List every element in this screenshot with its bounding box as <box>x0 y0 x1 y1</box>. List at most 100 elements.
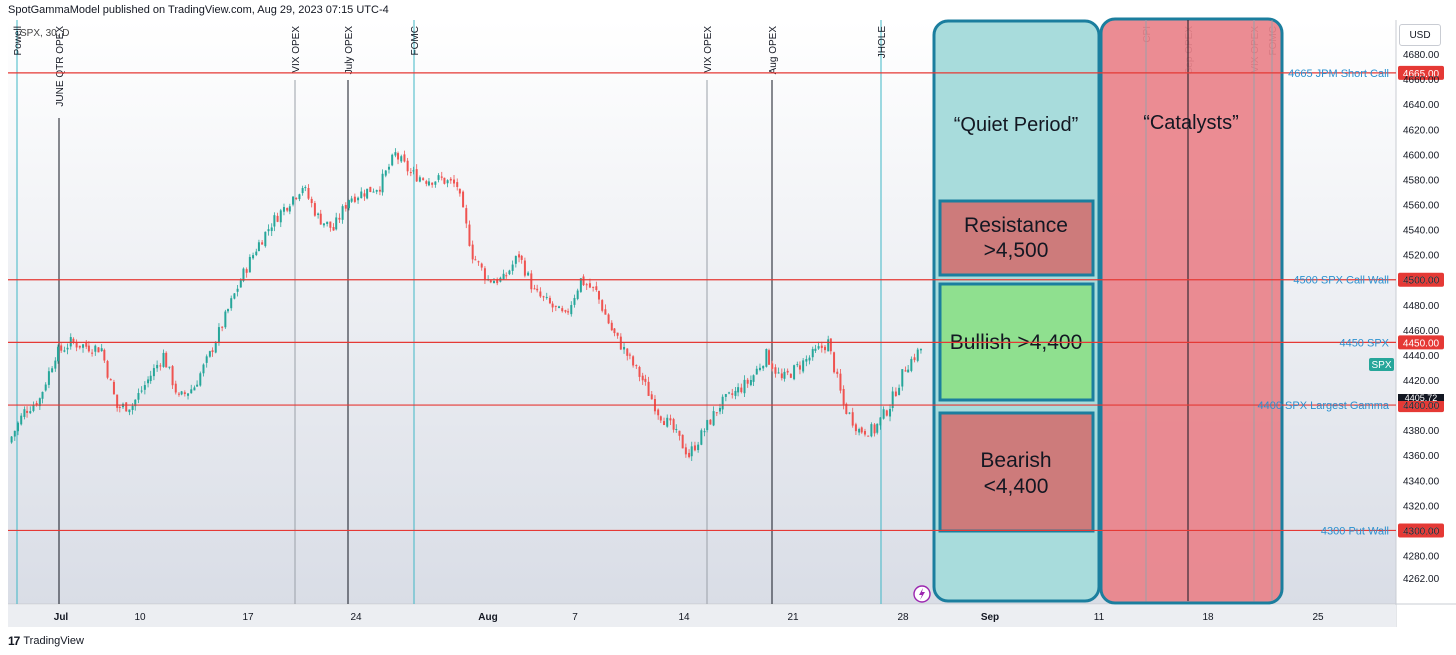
candle-body <box>657 409 660 416</box>
level-price-badge-text: 4300.00 <box>1403 526 1440 537</box>
candle-body <box>626 348 629 356</box>
candle-body <box>752 375 755 382</box>
candle-body <box>666 417 669 427</box>
candle-body <box>523 260 526 276</box>
candle-body <box>317 213 320 215</box>
candle-body <box>109 379 112 381</box>
candle-body <box>26 410 29 413</box>
candle-body <box>858 428 861 433</box>
candle-body <box>440 176 443 178</box>
candle-body <box>443 177 446 184</box>
candle-body <box>29 411 32 414</box>
y-tick-label: 4600.00 <box>1403 150 1440 161</box>
candle-body <box>635 365 638 367</box>
candle-body <box>527 272 530 276</box>
candle-body <box>709 419 712 425</box>
candle-body <box>205 356 208 363</box>
candle-body <box>257 242 260 251</box>
candle-body <box>20 415 23 425</box>
candle-body <box>245 269 248 273</box>
candle-body <box>32 404 35 411</box>
candle-body <box>545 296 548 298</box>
x-tick-label: Aug <box>478 612 497 623</box>
y-tick-label: 4420.00 <box>1403 376 1440 387</box>
level-label: 4665 JPM Short Call <box>1288 68 1389 80</box>
candle-body <box>820 345 823 348</box>
candle-body <box>369 186 372 193</box>
candle-body <box>477 261 480 263</box>
candle-body <box>836 371 839 374</box>
candle-body <box>103 349 106 361</box>
candle-body <box>279 210 282 223</box>
candle-body <box>808 357 811 361</box>
y-tick-label: 4380.00 <box>1403 426 1440 437</box>
candle-body <box>437 175 440 180</box>
candle-body <box>910 358 913 371</box>
candle-body <box>514 255 517 264</box>
candle-body <box>724 394 727 397</box>
y-tick-label: 4540.00 <box>1403 226 1440 237</box>
candle-body <box>610 322 613 331</box>
candle-body <box>360 191 363 199</box>
candle-body <box>187 393 190 396</box>
level-price-badge-text: 4500.00 <box>1403 276 1440 287</box>
candle-body <box>180 391 183 395</box>
candle-body <box>731 393 734 395</box>
candle-body <box>51 368 54 373</box>
candle-body <box>894 391 897 396</box>
candle-body <box>758 367 761 370</box>
y-tick-label: 4620.00 <box>1403 125 1440 136</box>
level-price-badge <box>1398 65 1444 80</box>
candle-body <box>453 179 456 184</box>
candle-body <box>604 309 607 315</box>
candle-body <box>851 412 854 426</box>
candle-body <box>829 338 832 352</box>
candle-body <box>162 352 165 367</box>
y-tick-label: 4300.00 <box>1403 526 1440 537</box>
candle-body <box>335 217 338 230</box>
candle-body <box>394 152 397 156</box>
candle-body <box>675 429 678 431</box>
candle-body <box>292 196 295 205</box>
x-tick-label: 18 <box>1202 612 1214 623</box>
candle-body <box>823 346 826 351</box>
footer: 17 TradingView <box>8 634 84 648</box>
candle-body <box>106 361 109 378</box>
candle-body <box>304 187 307 189</box>
candle-body <box>85 342 88 347</box>
lightning-bolt-icon <box>919 588 925 600</box>
candle-body <box>672 419 675 430</box>
candle-body <box>143 385 146 390</box>
candle-body <box>112 381 115 395</box>
currency-button[interactable]: USD <box>1399 24 1441 46</box>
candle-body <box>793 365 796 380</box>
candle-body <box>236 288 239 292</box>
level-label: 4400 SPX Largest Gamma <box>1258 400 1390 412</box>
candle-body <box>409 172 412 174</box>
candle-body <box>789 373 792 378</box>
y-tick-label: 4580.00 <box>1403 175 1440 186</box>
resistance-box-text: Resistance <box>964 214 1068 237</box>
candle-body <box>814 348 817 351</box>
candle-body <box>827 339 830 352</box>
candle-body <box>338 217 341 220</box>
candle-body <box>326 221 329 225</box>
candlestick-series <box>10 148 922 462</box>
candle-body <box>468 224 471 246</box>
candle-body <box>879 417 882 426</box>
candle-body <box>128 409 131 413</box>
candle-body <box>412 170 415 172</box>
candle-body <box>35 403 38 406</box>
candle-body <box>375 190 378 192</box>
candle-body <box>511 264 514 271</box>
candle-body <box>573 298 576 305</box>
candle-body <box>54 360 57 369</box>
resistance-box <box>938 199 1095 277</box>
candle-body <box>728 392 731 394</box>
candle-body <box>152 368 155 377</box>
candle-body <box>319 213 322 225</box>
y-tick-label: 4440.00 <box>1403 351 1440 362</box>
candle-body <box>483 268 486 280</box>
y-tick-label: 4360.00 <box>1403 451 1440 462</box>
